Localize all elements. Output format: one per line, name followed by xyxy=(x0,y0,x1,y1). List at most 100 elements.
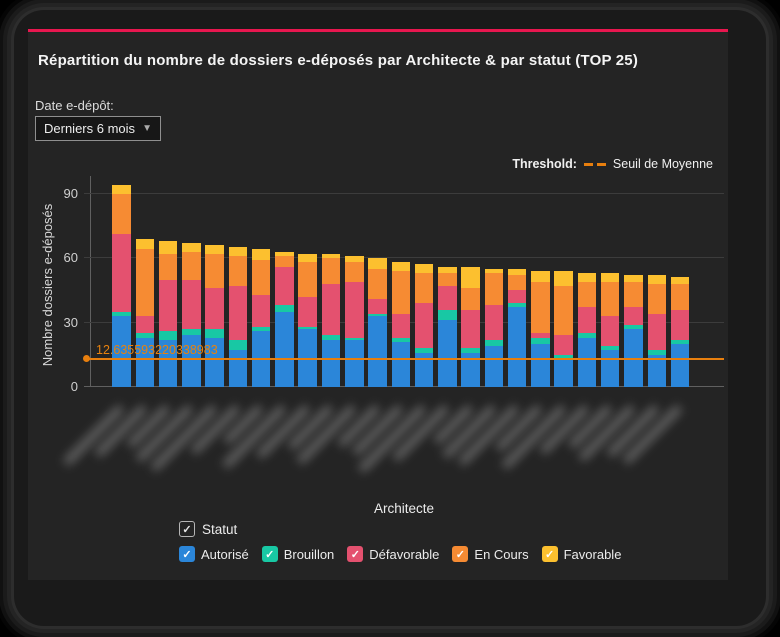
bar-segment-Brouillon[interactable] xyxy=(228,339,248,351)
legend-checkbox-Défavorable[interactable]: ✓ xyxy=(347,546,364,562)
bar[interactable] xyxy=(182,176,201,387)
bar[interactable] xyxy=(647,176,666,387)
bar-segment-Défavorable[interactable] xyxy=(554,335,573,355)
bar-segment-En Cours[interactable] xyxy=(531,281,550,334)
bar-segment-Brouillon[interactable] xyxy=(298,326,317,329)
bar-segment-Brouillon[interactable] xyxy=(484,339,504,347)
bar-segment-Favorable[interactable] xyxy=(461,266,480,289)
bar-segment-Brouillon[interactable] xyxy=(624,324,643,329)
bar-segment-Défavorable[interactable] xyxy=(391,313,411,338)
bar-segment-Favorable[interactable] xyxy=(251,249,271,261)
bar-segment-Autorisé[interactable] xyxy=(158,339,178,387)
bar-segment-En Cours[interactable] xyxy=(484,273,504,306)
bar-segment-Autorisé[interactable] xyxy=(600,350,620,387)
bar[interactable] xyxy=(368,176,387,387)
bar-segment-Favorable[interactable] xyxy=(670,277,690,284)
bar-segment-Brouillon[interactable] xyxy=(391,337,411,342)
bar-segment-Favorable[interactable] xyxy=(414,264,434,274)
bar-segment-Favorable[interactable] xyxy=(298,253,317,263)
bar-segment-Favorable[interactable] xyxy=(112,184,131,194)
bar-segment-En Cours[interactable] xyxy=(554,285,573,336)
bar-segment-Défavorable[interactable] xyxy=(624,307,643,325)
bar-segment-Brouillon[interactable] xyxy=(600,346,620,351)
bar-segment-Favorable[interactable] xyxy=(600,273,620,282)
bar[interactable] xyxy=(391,176,411,387)
bar-segment-Favorable[interactable] xyxy=(647,275,666,284)
bar-segment-Défavorable[interactable] xyxy=(228,285,248,340)
bar-segment-Défavorable[interactable] xyxy=(135,316,155,334)
legend-item-En Cours[interactable]: ✓ En Cours xyxy=(452,546,529,562)
bar-segment-Brouillon[interactable] xyxy=(647,350,666,355)
bar[interactable] xyxy=(135,176,155,387)
date-filter-select[interactable]: Derniers 6 mois ▼ xyxy=(35,116,161,141)
bar-segment-Autorisé[interactable] xyxy=(112,316,131,387)
bar-segment-Favorable[interactable] xyxy=(135,238,155,250)
bar[interactable] xyxy=(624,176,643,387)
bar-segment-En Cours[interactable] xyxy=(205,253,224,289)
bar-segment-Favorable[interactable] xyxy=(507,268,527,276)
bar-segment-Autorisé[interactable] xyxy=(345,339,364,387)
bar[interactable] xyxy=(554,176,573,387)
bar-segment-Favorable[interactable] xyxy=(345,255,364,263)
bar[interactable] xyxy=(531,176,550,387)
bar-segment-Brouillon[interactable] xyxy=(670,339,690,344)
bar-segment-Autorisé[interactable] xyxy=(228,350,248,387)
bar-segment-Défavorable[interactable] xyxy=(158,279,178,332)
bar-segment-Défavorable[interactable] xyxy=(321,283,341,336)
bar-segment-Favorable[interactable] xyxy=(275,251,294,256)
bar[interactable] xyxy=(345,176,364,387)
bar-segment-En Cours[interactable] xyxy=(507,275,527,291)
legend-checkbox-Favorable[interactable]: ✓ xyxy=(541,546,558,562)
legend-item-Défavorable[interactable]: ✓ Défavorable xyxy=(347,546,439,562)
bar-segment-Brouillon[interactable] xyxy=(577,333,597,338)
bar-segment-Autorisé[interactable] xyxy=(321,339,341,387)
bar[interactable] xyxy=(158,176,178,387)
bar-segment-Favorable[interactable] xyxy=(228,247,248,256)
legend-checkbox-En Cours[interactable]: ✓ xyxy=(452,546,469,562)
bar-segment-Autorisé[interactable] xyxy=(391,341,411,387)
bar-segment-Autorisé[interactable] xyxy=(205,337,224,387)
bar[interactable] xyxy=(298,176,317,387)
bar[interactable] xyxy=(251,176,271,387)
bar-segment-Brouillon[interactable] xyxy=(275,305,294,312)
bar-segment-Favorable[interactable] xyxy=(554,270,573,286)
bar-segment-Autorisé[interactable] xyxy=(507,307,527,387)
bar-segment-Favorable[interactable] xyxy=(182,242,201,252)
bar-segment-Défavorable[interactable] xyxy=(507,290,527,304)
bar-segment-Défavorable[interactable] xyxy=(600,316,620,347)
bar[interactable] xyxy=(205,176,224,387)
bar-segment-Défavorable[interactable] xyxy=(182,279,201,329)
bar[interactable] xyxy=(670,176,690,387)
bar-segment-Favorable[interactable] xyxy=(531,270,550,282)
bar-segment-En Cours[interactable] xyxy=(368,268,387,299)
bar-segment-Autorisé[interactable] xyxy=(182,335,201,387)
bar-segment-Favorable[interactable] xyxy=(158,240,178,254)
bar-segment-Défavorable[interactable] xyxy=(414,303,434,349)
bar-segment-En Cours[interactable] xyxy=(461,288,480,310)
bar-segment-En Cours[interactable] xyxy=(321,258,341,284)
bar-segment-Brouillon[interactable] xyxy=(112,311,131,317)
bar-segment-En Cours[interactable] xyxy=(624,281,643,308)
legend-item-Brouillon[interactable]: ✓ Brouillon xyxy=(261,546,334,562)
bar-segment-Défavorable[interactable] xyxy=(484,305,504,340)
bar-segment-Autorisé[interactable] xyxy=(461,352,480,387)
bar[interactable] xyxy=(275,176,294,387)
bar-segment-En Cours[interactable] xyxy=(414,273,434,304)
bar-segment-Favorable[interactable] xyxy=(577,273,597,282)
bar-segment-En Cours[interactable] xyxy=(391,270,411,314)
bar[interactable] xyxy=(600,176,620,387)
bar-segment-Brouillon[interactable] xyxy=(461,348,480,353)
bar-segment-Favorable[interactable] xyxy=(438,266,457,274)
bar-segment-En Cours[interactable] xyxy=(600,281,620,317)
legend-item-Autorisé[interactable]: ✓ Autorisé xyxy=(179,546,249,562)
bar-segment-Favorable[interactable] xyxy=(368,258,387,269)
bar-segment-En Cours[interactable] xyxy=(158,253,178,280)
bar-segment-Autorisé[interactable] xyxy=(438,320,457,387)
bar-segment-Défavorable[interactable] xyxy=(112,234,131,312)
bar[interactable] xyxy=(461,176,480,387)
bar-segment-Autorisé[interactable] xyxy=(484,346,504,387)
bar-segment-Brouillon[interactable] xyxy=(368,313,387,317)
bar-segment-Défavorable[interactable] xyxy=(298,296,317,327)
bar-segment-Défavorable[interactable] xyxy=(647,313,666,351)
bar-segment-Favorable[interactable] xyxy=(205,245,224,254)
